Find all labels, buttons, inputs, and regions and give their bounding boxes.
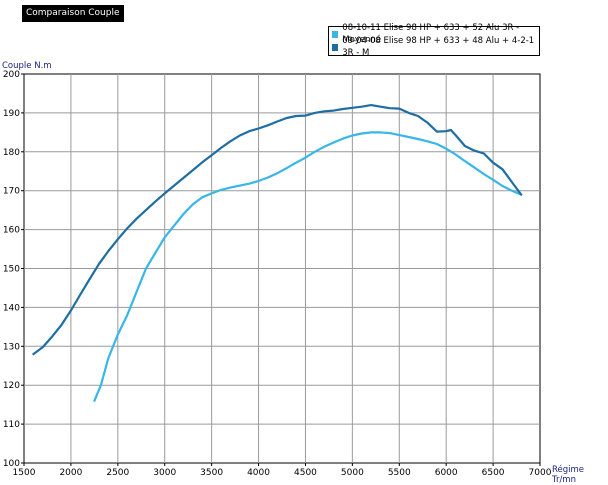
x-tick-label: 6000 xyxy=(435,468,458,478)
y-tick-label: 150 xyxy=(3,265,20,275)
x-tick-label: 4500 xyxy=(294,468,317,478)
legend-swatch-1 xyxy=(332,30,339,38)
x-tick-label: 3500 xyxy=(200,468,223,478)
y-axis-label: Couple N.m xyxy=(2,61,52,71)
x-tick-label: 2000 xyxy=(59,468,82,478)
legend: 08-10-11 Elise 98 HP + 633 + 52 Alu 3R -… xyxy=(328,23,540,58)
y-tick-label: 100 xyxy=(3,459,20,469)
y-tick-label: 120 xyxy=(3,381,20,391)
y-tick-label: 110 xyxy=(3,420,20,430)
legend-label-2: 09-04-08 Elise 98 HP + 633 + 48 Alu + 4-… xyxy=(342,36,535,58)
x-tick-label: 6500 xyxy=(482,468,505,478)
x-tick-label: 7000 xyxy=(529,468,552,478)
legend-entry-2: 09-04-08 Elise 98 HP + 633 + 48 Alu + 4-… xyxy=(329,36,539,58)
x-tick-label: 4000 xyxy=(247,468,270,478)
y-tick-label: 140 xyxy=(3,303,20,313)
window-title: Comparaison Couple xyxy=(22,5,124,22)
y-tick-label: 190 xyxy=(3,109,20,119)
legend-entry-1: 08-10-11 Elise 98 HP + 633 + 52 Alu 3R -… xyxy=(329,23,539,45)
y-tick-label: 130 xyxy=(3,342,20,352)
x-tick-label: 2500 xyxy=(106,468,129,478)
y-tick-label: 170 xyxy=(3,187,20,197)
x-tick-label: 5000 xyxy=(341,468,364,478)
y-tick-label: 200 xyxy=(3,70,20,80)
x-tick-label: 5500 xyxy=(388,468,411,478)
y-tick-label: 160 xyxy=(3,226,20,236)
legend-swatch-2 xyxy=(332,43,339,51)
legend-label-1: 08-10-11 Elise 98 HP + 633 + 52 Alu 3R -… xyxy=(342,23,520,45)
x-tick-label: 3000 xyxy=(153,468,176,478)
series-line-1 xyxy=(93,131,523,402)
series-line-2 xyxy=(32,103,523,356)
y-tick-label: 180 xyxy=(3,148,20,158)
x-tick-label: 1500 xyxy=(13,468,36,478)
